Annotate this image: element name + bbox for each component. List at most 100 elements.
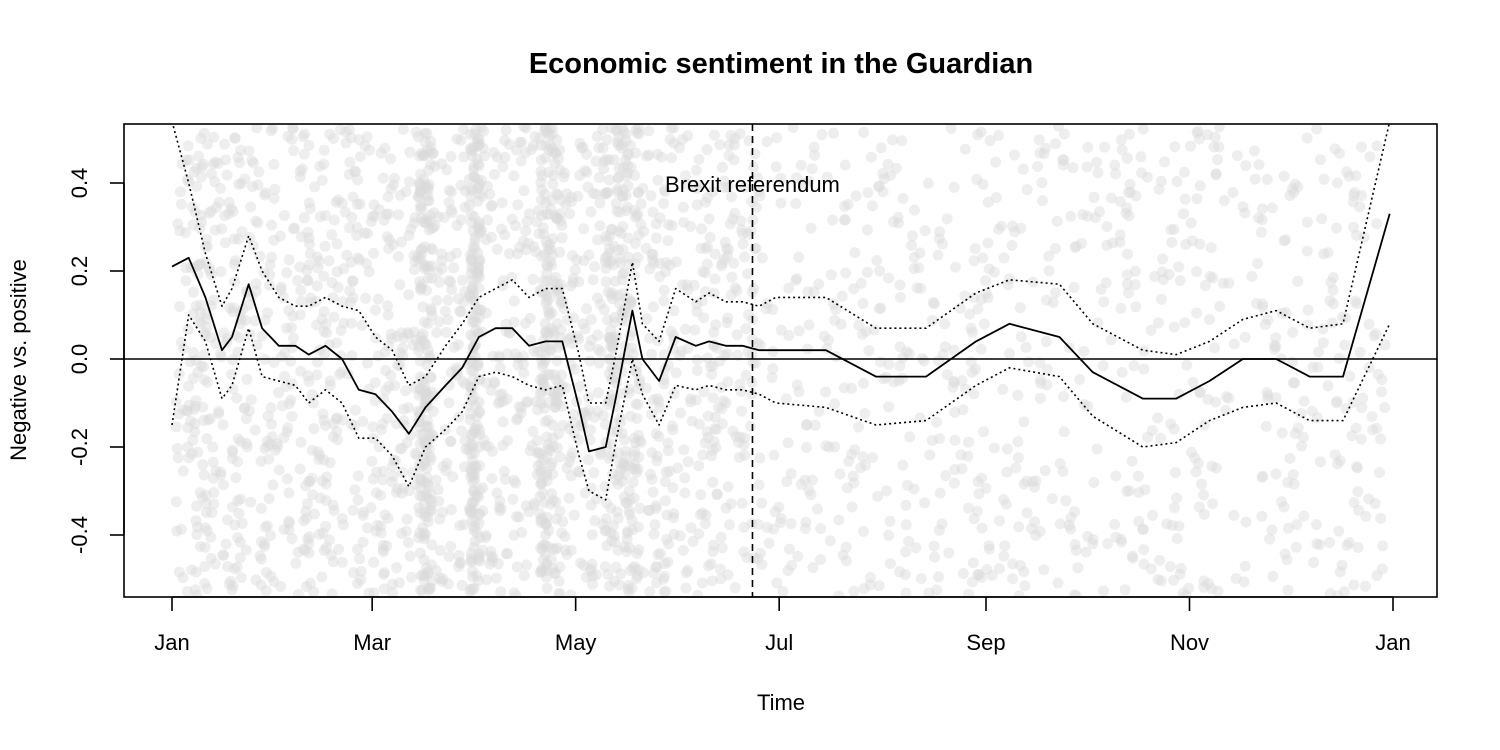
scatter-point xyxy=(450,247,462,259)
scatter-point xyxy=(956,463,968,475)
scatter-point xyxy=(518,367,530,379)
scatter-point xyxy=(420,476,431,488)
scatter-point xyxy=(1340,403,1352,415)
scatter-point xyxy=(1339,339,1351,351)
scatter-point xyxy=(681,178,692,190)
x-axis: Jan Mar May Jul Sep Nov Jan xyxy=(154,596,1411,655)
scatter-point xyxy=(994,563,1005,575)
scatter-point xyxy=(396,528,407,539)
scatter-point xyxy=(1114,236,1126,248)
scatter-point xyxy=(551,318,563,330)
scatter-point xyxy=(606,389,618,401)
scatter-point xyxy=(1314,154,1326,166)
scatter-point xyxy=(1253,159,1265,171)
scatter-point xyxy=(533,446,545,458)
scatter-point xyxy=(467,485,479,497)
scatter-point xyxy=(416,243,427,255)
scatter-point xyxy=(525,144,537,155)
scatter-point xyxy=(633,229,645,241)
scatter-point xyxy=(471,359,483,371)
scatter-point xyxy=(1278,501,1290,513)
scatter-point xyxy=(351,229,363,241)
scatter-point xyxy=(998,252,1010,264)
scatter-point xyxy=(1317,323,1329,335)
scatter-point xyxy=(1327,284,1339,296)
scatter-point xyxy=(877,186,889,198)
scatter-point xyxy=(743,309,755,321)
scatter-point xyxy=(1169,502,1180,514)
scatter-point xyxy=(702,241,714,253)
scatter-point xyxy=(749,148,761,160)
scatter-point xyxy=(709,423,721,435)
scatter-point xyxy=(458,124,469,135)
scatter-point xyxy=(561,549,573,560)
scatter-point xyxy=(617,268,628,280)
scatter-point xyxy=(547,419,559,431)
scatter-point xyxy=(489,376,500,388)
scatter-point xyxy=(840,267,852,279)
scatter-point xyxy=(454,557,466,568)
scatter-point xyxy=(695,223,707,235)
scatter-point xyxy=(362,227,373,239)
scatter-point xyxy=(258,541,270,552)
scatter-point xyxy=(584,565,596,577)
scatter-point xyxy=(465,448,477,460)
scatter-point xyxy=(189,584,201,596)
scatter-point xyxy=(468,468,480,480)
scatter-point xyxy=(197,401,209,413)
scatter-point xyxy=(701,144,713,155)
scatter-point xyxy=(448,262,460,274)
scatter-point xyxy=(602,314,614,326)
scatter-point xyxy=(437,460,449,472)
scatter-point xyxy=(303,538,315,550)
scatter-point xyxy=(620,154,632,166)
scatter-point xyxy=(857,378,869,389)
scatter-point xyxy=(472,257,484,269)
scatter-point xyxy=(1034,525,1046,537)
scatter-point xyxy=(262,410,274,422)
scatter-point xyxy=(221,333,233,345)
scatter-point xyxy=(385,153,396,165)
scatter-point xyxy=(510,220,521,232)
scatter-point xyxy=(875,142,887,154)
scatter-point xyxy=(393,209,404,221)
scatter-point xyxy=(742,268,754,280)
scatter-point xyxy=(1100,277,1112,289)
scatter-point xyxy=(197,158,209,170)
scatter-point xyxy=(1249,173,1261,185)
scatter-point xyxy=(600,153,612,165)
scatter-point xyxy=(283,254,295,266)
scatter-point xyxy=(572,466,584,477)
scatter-point xyxy=(993,223,1004,235)
scatter-point xyxy=(1072,562,1084,574)
scatter-point xyxy=(1152,412,1164,424)
scatter-point xyxy=(418,149,430,161)
scatter-point xyxy=(536,543,548,555)
scatter-point xyxy=(1266,202,1278,214)
scatter-point xyxy=(467,280,479,292)
scatter-point xyxy=(761,136,773,148)
scatter-point xyxy=(604,230,616,242)
scatter-point xyxy=(968,292,980,304)
scatter-point xyxy=(341,249,353,261)
scatter-point xyxy=(295,295,307,307)
scatter-point xyxy=(340,126,352,138)
scatter-point xyxy=(471,570,483,582)
scatter-point xyxy=(421,420,433,432)
scatter-point xyxy=(500,318,512,330)
scatter-point xyxy=(686,415,698,427)
scatter-point xyxy=(556,527,568,539)
scatter-point xyxy=(610,561,622,573)
scatter-point xyxy=(990,156,1002,168)
scatter-point xyxy=(508,316,520,328)
scatter-point xyxy=(465,268,477,280)
scatter-point xyxy=(541,511,553,523)
scatter-point xyxy=(434,513,446,525)
scatter-point xyxy=(621,149,633,161)
scatter-point xyxy=(543,166,555,178)
scatter-point xyxy=(201,376,213,388)
scatter-point xyxy=(385,183,397,195)
scatter-point xyxy=(694,509,706,521)
scatter-point xyxy=(1166,236,1178,248)
scatter-point xyxy=(568,364,580,375)
